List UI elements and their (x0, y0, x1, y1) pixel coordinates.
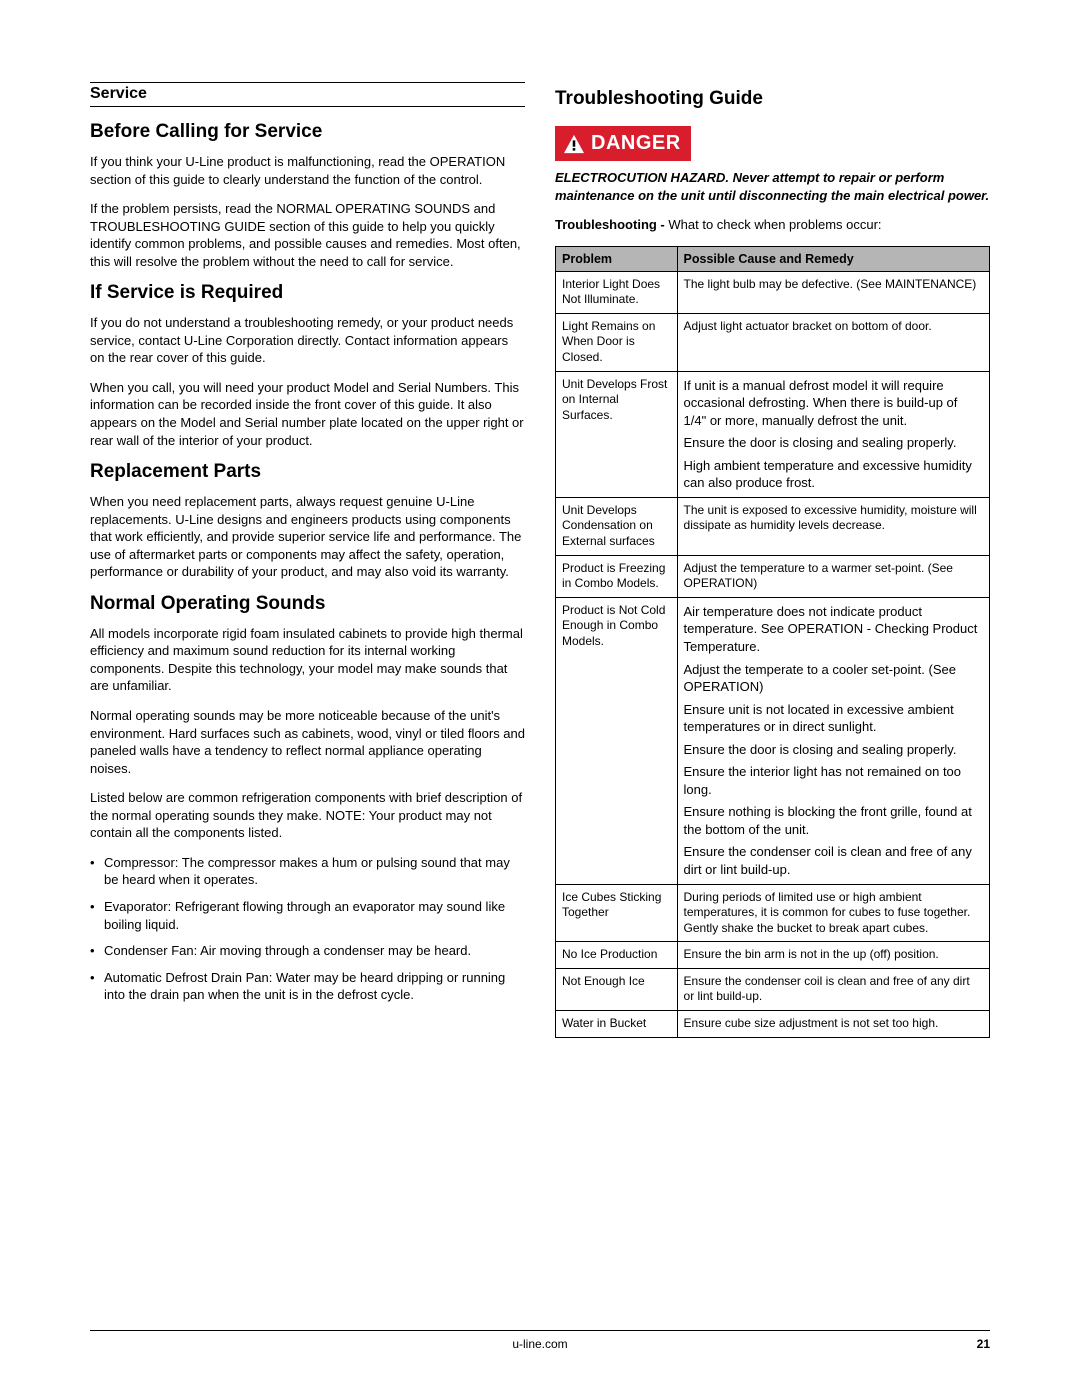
intro-rest: What to check when problems occur: (668, 217, 881, 232)
remedy-item: Ensure the condenser coil is clean and f… (684, 843, 983, 878)
remedy-item: Ensure unit is not located in excessive … (684, 701, 983, 736)
remedy-cell: Ensure cube size adjustment is not set t… (677, 1011, 989, 1038)
table-row: Unit Develops Condensation on External s… (556, 497, 990, 555)
remedy-item: If unit is a manual defrost model it wil… (684, 377, 983, 430)
footer-site: u-line.com (90, 1337, 990, 1351)
troubleshooting-table: Problem Possible Cause and Remedy Interi… (555, 246, 990, 1038)
problem-cell: Unit Develops Frost on Internal Surfaces… (556, 371, 678, 497)
intro-bold: Troubleshooting - (555, 217, 668, 232)
remedy-item: High ambient temperature and excessive h… (684, 457, 983, 492)
list-item: Condenser Fan: Air moving through a cond… (104, 942, 525, 960)
paragraph: If you do not understand a troubleshooti… (90, 314, 525, 367)
paragraph: If the problem persists, read the NORMAL… (90, 200, 525, 270)
th-problem: Problem (556, 246, 678, 271)
page-body: Service Before Calling for Service If yo… (0, 0, 1080, 1088)
heading-if-service-required: If Service is Required (90, 282, 525, 304)
remedy-item: Ensure the interior light has not remain… (684, 763, 983, 798)
heading-normal-sounds: Normal Operating Sounds (90, 593, 525, 615)
troubleshooting-tbody: Interior Light Does Not Illuminate.The l… (556, 271, 990, 1037)
remedy-cell: During periods of limited use or high am… (677, 884, 989, 942)
problem-cell: Product is Freezing in Combo Models. (556, 555, 678, 597)
paragraph: All models incorporate rigid foam insula… (90, 625, 525, 695)
danger-badge: DANGER (555, 126, 691, 161)
sounds-bullet-list: Compressor: The compressor makes a hum o… (90, 854, 525, 1004)
hazard-warning: ELECTROCUTION HAZARD. Never attempt to r… (555, 169, 990, 204)
list-item: Compressor: The compressor makes a hum o… (104, 854, 525, 889)
table-row: Water in BucketEnsure cube size adjustme… (556, 1011, 990, 1038)
remedy-cell: If unit is a manual defrost model it wil… (677, 371, 989, 497)
th-remedy: Possible Cause and Remedy (677, 246, 989, 271)
problem-cell: Light Remains on When Door is Closed. (556, 313, 678, 371)
table-row: Not Enough IceEnsure the condenser coil … (556, 968, 990, 1010)
table-row: Product is Freezing in Combo Models.Adju… (556, 555, 990, 597)
table-row: No Ice ProductionEnsure the bin arm is n… (556, 942, 990, 969)
problem-cell: Ice Cubes Sticking Together (556, 884, 678, 942)
heading-replacement-parts: Replacement Parts (90, 461, 525, 483)
remedy-item: Ensure the door is closing and sealing p… (684, 434, 983, 452)
remedy-item: Ensure the door is closing and sealing p… (684, 741, 983, 759)
problem-cell: Unit Develops Condensation on External s… (556, 497, 678, 555)
danger-label: DANGER (591, 132, 681, 155)
remedy-cell: Ensure the condenser coil is clean and f… (677, 968, 989, 1010)
troubleshoot-intro: Troubleshooting - What to check when pro… (555, 216, 990, 234)
remedy-cell: The unit is exposed to excessive humidit… (677, 497, 989, 555)
paragraph: If you think your U-Line product is malf… (90, 153, 525, 188)
list-item: Automatic Defrost Drain Pan: Water may b… (104, 969, 525, 1004)
problem-cell: Water in Bucket (556, 1011, 678, 1038)
remedy-item: Ensure nothing is blocking the front gri… (684, 803, 983, 838)
right-column: Troubleshooting Guide DANGER ELECTROCUTI… (555, 82, 990, 1038)
section-header-bar: Service (90, 82, 525, 107)
remedy-item: Adjust the temperate to a cooler set-poi… (684, 661, 983, 696)
table-row: Light Remains on When Door is Closed.Adj… (556, 313, 990, 371)
remedy-cell: Adjust the temperature to a warmer set-p… (677, 555, 989, 597)
remedy-cell: Ensure the bin arm is not in the up (off… (677, 942, 989, 969)
heading-troubleshooting: Troubleshooting Guide (555, 88, 990, 110)
paragraph: When you call, you will need your produc… (90, 379, 525, 449)
table-row: Unit Develops Frost on Internal Surfaces… (556, 371, 990, 497)
remedy-cell: Adjust light actuator bracket on bottom … (677, 313, 989, 371)
problem-cell: Product is Not Cold Enough in Combo Mode… (556, 597, 678, 884)
problem-cell: No Ice Production (556, 942, 678, 969)
table-row: Product is Not Cold Enough in Combo Mode… (556, 597, 990, 884)
page-footer: u-line.com 21 (90, 1330, 990, 1351)
heading-before-calling: Before Calling for Service (90, 121, 525, 143)
problem-cell: Not Enough Ice (556, 968, 678, 1010)
remedy-item: Air temperature does not indicate produc… (684, 603, 983, 656)
paragraph: Normal operating sounds may be more noti… (90, 707, 525, 777)
table-row: Interior Light Does Not Illuminate.The l… (556, 271, 990, 313)
section-header-text: Service (90, 85, 147, 102)
remedy-cell: The light bulb may be defective. (See MA… (677, 271, 989, 313)
problem-cell: Interior Light Does Not Illuminate. (556, 271, 678, 313)
remedy-cell: Air temperature does not indicate produc… (677, 597, 989, 884)
table-row: Ice Cubes Sticking TogetherDuring period… (556, 884, 990, 942)
warning-icon (563, 134, 585, 154)
left-column: Service Before Calling for Service If yo… (90, 82, 525, 1038)
paragraph: Listed below are common refrigeration co… (90, 789, 525, 842)
list-item: Evaporator: Refrigerant flowing through … (104, 898, 525, 933)
paragraph: When you need replacement parts, always … (90, 493, 525, 581)
